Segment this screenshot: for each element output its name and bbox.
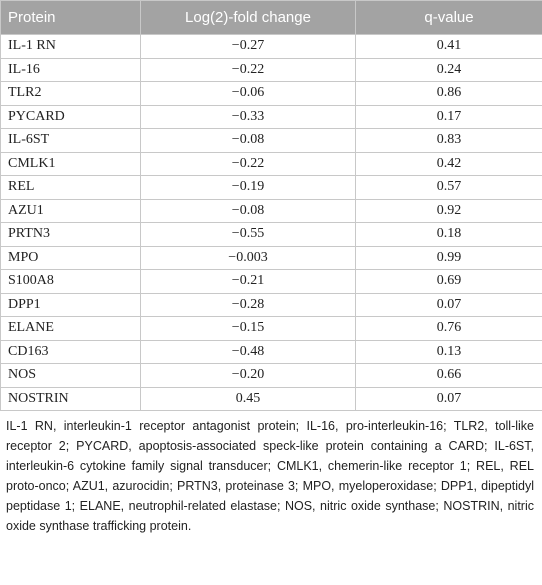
table-cell: −0.003 <box>140 245 356 270</box>
table-cell: CMLK1 <box>0 151 141 176</box>
table-cell: 0.57 <box>355 175 542 200</box>
table-cell: REL <box>0 175 141 200</box>
table-cell: −0.15 <box>140 316 356 341</box>
table-cell: −0.27 <box>140 34 356 59</box>
table-cell: TLR2 <box>0 81 141 106</box>
table-cell: 0.13 <box>355 339 542 364</box>
header-cell: Log(2)-fold change <box>140 0 356 35</box>
header-cell: q-value <box>355 0 542 35</box>
table-row: DPP1 −0.28 0.07 <box>0 292 542 317</box>
table-cell: −0.22 <box>140 57 356 82</box>
table-row: PRTN3 −0.55 0.18 <box>0 222 542 247</box>
table-cell: CD163 <box>0 339 141 364</box>
table-cell: −0.08 <box>140 198 356 223</box>
table-cell: −0.20 <box>140 363 356 388</box>
table-row: MPO −0.003 0.99 <box>0 245 542 270</box>
table-cell: PYCARD <box>0 104 141 129</box>
table-cell: 0.07 <box>355 386 542 411</box>
table-cell: −0.22 <box>140 151 356 176</box>
table-cell: 0.86 <box>355 81 542 106</box>
table-cell: −0.21 <box>140 269 356 294</box>
table-row: IL-1 RN −0.27 0.41 <box>0 34 542 59</box>
table-body: IL-1 RN −0.27 0.41 IL-16 −0.22 0.24 TLR2 −0.06 0… <box>0 34 542 411</box>
table-cell: NOSTRIN <box>0 386 141 411</box>
table-cell: 0.83 <box>355 128 542 153</box>
table-cell: 0.92 <box>355 198 542 223</box>
table-cell: 0.76 <box>355 316 542 341</box>
table-row: CMLK1 −0.22 0.42 <box>0 151 542 176</box>
table-row: IL-16 −0.22 0.24 <box>0 57 542 82</box>
table-row: CD163 −0.48 0.13 <box>0 339 542 364</box>
table-cell: −0.55 <box>140 222 356 247</box>
table-row: NOSTRIN 0.45 0.07 <box>0 386 542 411</box>
table-cell: −0.33 <box>140 104 356 129</box>
table-row: IL-6ST −0.08 0.83 <box>0 128 542 153</box>
table-cell: 0.69 <box>355 269 542 294</box>
table-cell: −0.08 <box>140 128 356 153</box>
table-cell: −0.19 <box>140 175 356 200</box>
table-cell: IL-1 RN <box>0 34 141 59</box>
table-cell: 0.17 <box>355 104 542 129</box>
table-cell: −0.28 <box>140 292 356 317</box>
table-row: REL −0.19 0.57 <box>0 175 542 200</box>
footnote: IL-1 RN, interleukin-1 receptor antagoni… <box>6 419 534 533</box>
table-cell: 0.66 <box>355 363 542 388</box>
table-row: PYCARD −0.33 0.17 <box>0 104 542 129</box>
table-cell: MPO <box>0 245 141 270</box>
table-row: S100A8 −0.21 0.69 <box>0 269 542 294</box>
table-cell: 0.24 <box>355 57 542 82</box>
table-cell: −0.06 <box>140 81 356 106</box>
table-cell: DPP1 <box>0 292 141 317</box>
table-cell: 0.07 <box>355 292 542 317</box>
table-cell: S100A8 <box>0 269 141 294</box>
table-cell: ELANE <box>0 316 141 341</box>
table-row: NOS −0.20 0.66 <box>0 363 542 388</box>
table-cell: IL-6ST <box>0 128 141 153</box>
table-cell: −0.48 <box>140 339 356 364</box>
table-cell: 0.99 <box>355 245 542 270</box>
table-cell: AZU1 <box>0 198 141 223</box>
header-cell: Protein <box>0 0 141 35</box>
header-row: Protein Log(2)-fold change q-value <box>0 0 542 35</box>
table-cell: 0.41 <box>355 34 542 59</box>
table-cell: IL-16 <box>0 57 141 82</box>
table-row: ELANE −0.15 0.76 <box>0 316 542 341</box>
table: Protein Log(2)-fold change q-value IL-1 … <box>0 0 542 411</box>
table-cell: 0.45 <box>140 386 356 411</box>
table-cell: 0.18 <box>355 222 542 247</box>
table-cell: PRTN3 <box>0 222 141 247</box>
table-cell: 0.42 <box>355 151 542 176</box>
table-cell: NOS <box>0 363 141 388</box>
table-row: TLR2 −0.06 0.86 <box>0 81 542 106</box>
table-row: AZU1 −0.08 0.92 <box>0 198 542 223</box>
